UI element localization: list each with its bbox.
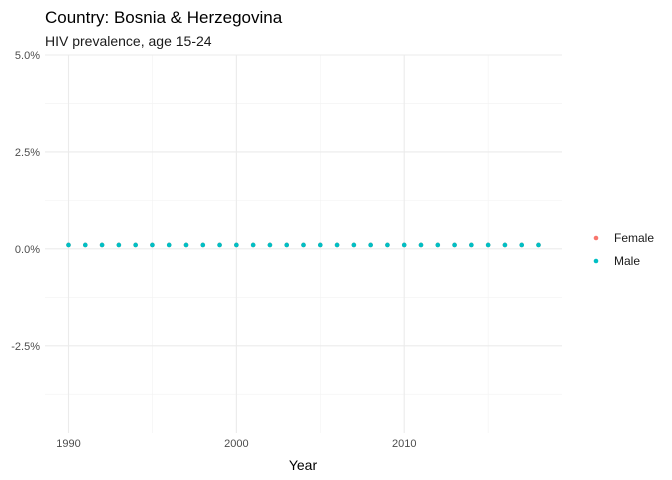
point-male <box>82 242 88 248</box>
legend-label-female: Female <box>614 231 654 245</box>
point-male <box>133 242 138 248</box>
point-male <box>502 242 508 248</box>
point-male <box>234 242 239 248</box>
point-male <box>452 242 457 248</box>
y-tick-label: -2.5% <box>11 341 40 353</box>
chart-subtitle: HIV prevalence, age 15-24 <box>45 33 212 49</box>
point-male <box>217 242 222 248</box>
x-tick-label: 2010 <box>392 438 416 450</box>
point-male <box>66 242 71 248</box>
x-axis-title: Year <box>289 457 318 473</box>
x-tick-label: 2000 <box>224 438 248 450</box>
point-male <box>317 242 323 248</box>
x-tick-label: 1990 <box>56 438 80 450</box>
point-male <box>200 242 206 248</box>
point-male <box>334 242 340 248</box>
point-male <box>250 242 256 248</box>
point-male <box>385 242 390 248</box>
y-tick-label: 0.0% <box>15 244 40 256</box>
point-male <box>418 242 424 248</box>
point-male <box>166 242 172 248</box>
point-male <box>469 242 474 248</box>
x-axis-ticks: 1990 2000 2010 <box>56 438 416 450</box>
point-male <box>99 242 105 248</box>
legend-key-male <box>593 258 599 264</box>
legend: Female Male <box>593 231 654 268</box>
point-male <box>116 242 122 248</box>
point-male <box>284 242 290 248</box>
legend-label-male: Male <box>614 254 640 268</box>
point-male <box>150 242 155 248</box>
point-male <box>435 242 441 248</box>
point-male <box>301 242 306 248</box>
point-male <box>519 242 525 248</box>
point-male <box>267 242 273 248</box>
point-male <box>368 242 373 248</box>
legend-key-female <box>593 235 599 241</box>
y-axis-ticks: 5.0% 2.5% 0.0% -2.5% <box>11 50 40 353</box>
point-male <box>485 242 491 248</box>
point-male <box>536 242 541 248</box>
point-male <box>351 242 357 248</box>
y-tick-label: 2.5% <box>15 147 40 159</box>
y-tick-label: 5.0% <box>15 50 40 62</box>
chart-title: Country: Bosnia & Herzegovina <box>45 8 283 27</box>
point-male <box>401 242 407 248</box>
data-points <box>66 242 541 248</box>
point-male <box>183 242 189 248</box>
